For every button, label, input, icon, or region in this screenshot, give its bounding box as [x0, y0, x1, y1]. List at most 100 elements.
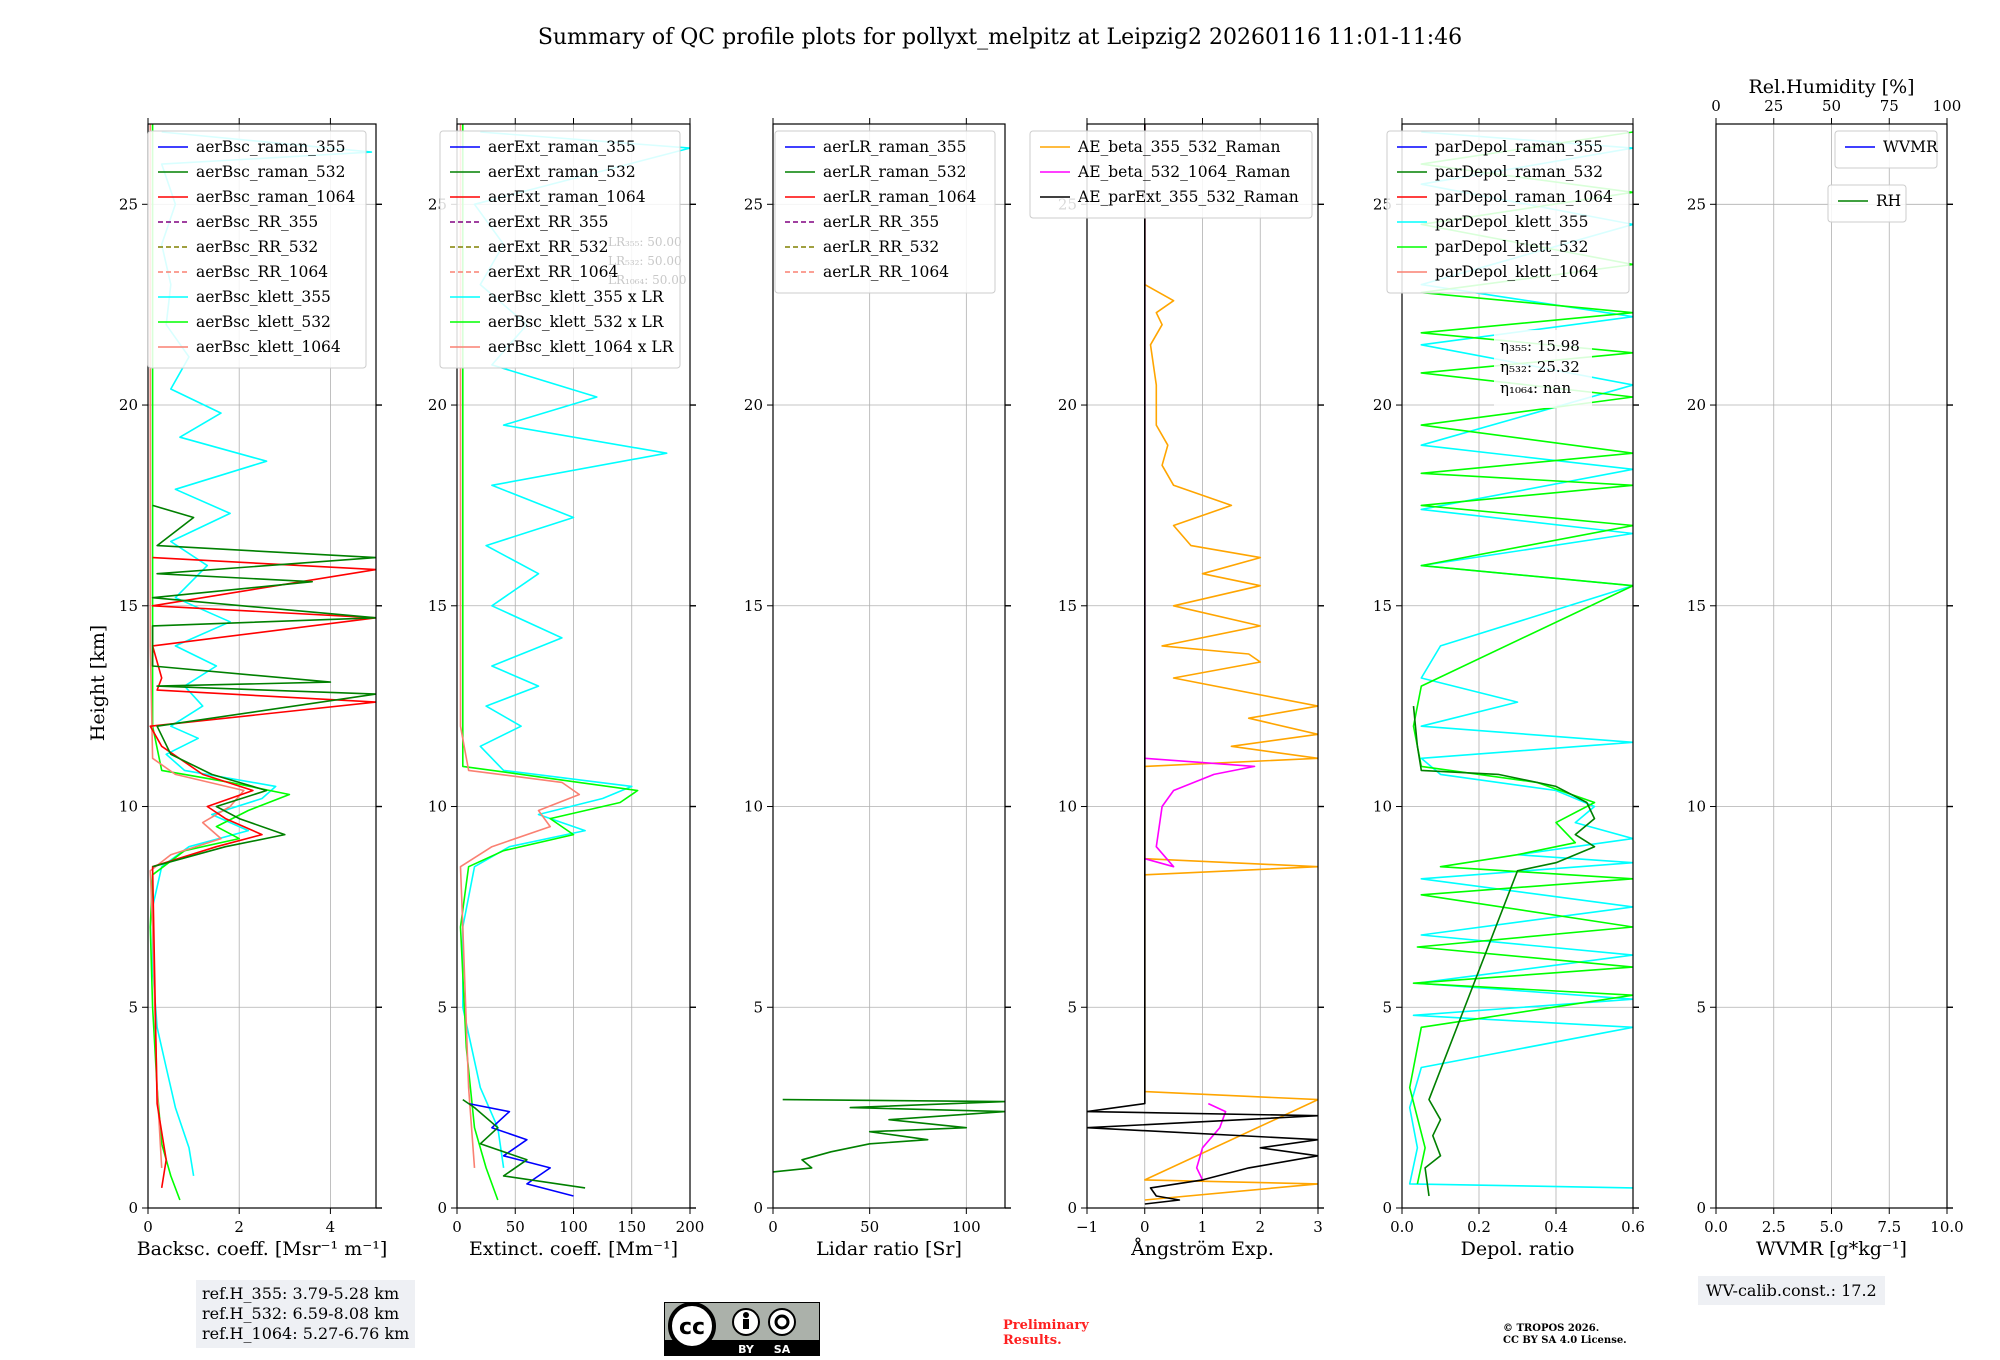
x-tick-label: 0.2: [1467, 1218, 1491, 1236]
y-tick-label: 20: [1373, 396, 1392, 414]
y-tick-label: 10: [744, 798, 763, 816]
lr-annotation: LR₅₃₂: 50.00: [608, 254, 682, 268]
y-tick-label: 0: [437, 1199, 447, 1217]
legend-label: parDepol_klett_1064: [1435, 263, 1598, 281]
legend-label: aerExt_raman_1064: [488, 188, 646, 206]
y-tick-label: 15: [744, 597, 763, 615]
copyright-notice: © TROPOS 2026. CC BY SA 4.0 License.: [1503, 1323, 1627, 1347]
figure-title: Summary of QC profile plots for pollyxt_…: [538, 25, 1462, 50]
legend-label: aerLR_raman_1064: [823, 188, 976, 206]
x-tick-label: 200: [676, 1218, 705, 1236]
series-aerBsc_raman_532: [151, 504, 376, 868]
legend-label: AE_beta_355_532_Raman: [1077, 138, 1280, 156]
series-AE_parExt_355_532_Raman: [1087, 124, 1318, 1205]
series-AE_beta_355_532_Raman: [1144, 124, 1318, 1201]
y-tick-label: 15: [428, 597, 447, 615]
y-tick-label: 20: [1687, 396, 1706, 414]
legend-label: aerLR_RR_1064: [823, 263, 949, 281]
top-tick-label: 50: [1822, 97, 1841, 115]
legend-label: aerBsc_klett_355 x LR: [488, 288, 665, 306]
legend-label: aerBsc_RR_1064: [196, 263, 328, 281]
series-AE_beta_532_1064_Raman_low: [1195, 1102, 1227, 1181]
x-tick-label: 0.0: [1390, 1218, 1414, 1236]
legend-label: aerBsc_RR_355: [196, 213, 318, 231]
y-tick-label: 25: [119, 195, 138, 213]
legend-label: parDepol_klett_355: [1435, 213, 1588, 231]
y-tick-label: 5: [1067, 998, 1077, 1016]
y-tick-label: 10: [1373, 798, 1392, 816]
y-tick-label: 15: [119, 597, 138, 615]
ref-height-355: ref.H_355: 3.79-5.28 km: [202, 1284, 400, 1303]
y-tick-label: 10: [1058, 798, 1077, 816]
lr-annotation: LR₃₅₅: 50.00: [608, 235, 682, 249]
preliminary-line-2: Results.: [1003, 1333, 1062, 1348]
x-tick-label: 1: [1198, 1218, 1208, 1236]
y-tick-label: 20: [1058, 396, 1077, 414]
legend-label: aerBsc_klett_532 x LR: [488, 313, 665, 331]
legend-label: aerExt_RR_532: [488, 238, 609, 256]
series-parDepol_raman_532: [1412, 706, 1596, 1197]
x-tick-label: 0.0: [1704, 1218, 1728, 1236]
series-aerExt_raman_532: [462, 1098, 586, 1189]
x-tick-label: 3: [1313, 1218, 1323, 1236]
panel-lr: 0 50 100 0 5 10 15 20 25 Lidar ratio [Sr] aerLR_ra…: [744, 118, 1011, 1260]
legend-box: [774, 130, 996, 294]
axes-frame: [147, 123, 377, 1209]
y-tick-label: 15: [1058, 597, 1077, 615]
x-tick-label: 50: [506, 1218, 525, 1236]
cc-license-badge: cc BY SA: [664, 1302, 820, 1356]
eta-box: [1494, 330, 1592, 408]
x-tick-label: 0: [452, 1218, 462, 1236]
ref-height-532: ref.H_532: 6.59-8.08 km: [202, 1304, 400, 1323]
y-tick-label: 5: [753, 998, 763, 1016]
y-tick-label: 25: [744, 195, 763, 213]
y-tick-label: 20: [119, 396, 138, 414]
top-tick-label: 75: [1880, 97, 1899, 115]
legend-label: parDepol_raman_355: [1435, 138, 1603, 156]
x-axis-label: WVMR [g*kg⁻¹]: [1756, 1238, 1907, 1260]
top-tick-label: 100: [1933, 97, 1962, 115]
eta-annotation: η₃₅₅: 15.98: [1500, 337, 1580, 355]
y-tick-label: 10: [428, 798, 447, 816]
legend-label: aerBsc_raman_1064: [196, 188, 356, 206]
share-alike-icon: [768, 1308, 796, 1336]
legend-label: aerLR_raman_532: [823, 163, 966, 181]
x-tick-label: 100: [559, 1218, 588, 1236]
legend-box: [439, 130, 681, 369]
panel-bsc: 0 2 4 0 5 10 15 20 25 Backsc. coeff. [Msr⁻¹ m⁻¹] a…: [119, 118, 387, 1260]
y-tick-label: 5: [1382, 998, 1392, 1016]
series-AE_beta_532_1064_Raman: [1144, 124, 1256, 868]
x-axis-label: Depol. ratio: [1461, 1238, 1575, 1260]
x-tick-label: 2: [1255, 1218, 1265, 1236]
sa-text: SA: [774, 1343, 791, 1356]
wv-calibration-constant: WV-calib.const.: 17.2: [1698, 1276, 1885, 1305]
ref-height-1064: ref.H_1064: 5.27-6.76 km: [202, 1324, 410, 1343]
legend-label: aerExt_raman_532: [488, 163, 636, 181]
x-tick-label: 0: [768, 1218, 778, 1236]
y-tick-label: 5: [1696, 998, 1706, 1016]
legend-box: [147, 130, 367, 369]
legend-label: aerLR_RR_532: [823, 238, 939, 256]
preliminary-line-1: Preliminary: [1003, 1318, 1089, 1333]
axes-frame: [772, 123, 1006, 1209]
y-tick-label: 15: [1373, 597, 1392, 615]
legend-label: aerBsc_klett_532: [196, 313, 331, 331]
y-tick-label: 5: [437, 998, 447, 1016]
y-tick-label: 0: [753, 1199, 763, 1217]
x-tick-label: 2.5: [1762, 1218, 1786, 1236]
x-tick-label: 0.4: [1544, 1218, 1568, 1236]
y-tick-label: 0: [128, 1199, 138, 1217]
y-tick-label: 25: [1687, 195, 1706, 213]
legend-label: aerBsc_raman_355: [196, 138, 346, 156]
series-aerLR_raman_532: [773, 1098, 1005, 1173]
y-tick-label: 15: [1687, 597, 1706, 615]
y-tick-label: 5: [128, 998, 138, 1016]
x-tick-label: 50: [860, 1218, 879, 1236]
legend-label: AE_beta_532_1064_Raman: [1077, 163, 1290, 181]
legend-label: AE_parExt_355_532_Raman: [1077, 188, 1299, 206]
legend-label: WVMR: [1883, 138, 1939, 156]
top-tick-label: 0: [1711, 97, 1721, 115]
